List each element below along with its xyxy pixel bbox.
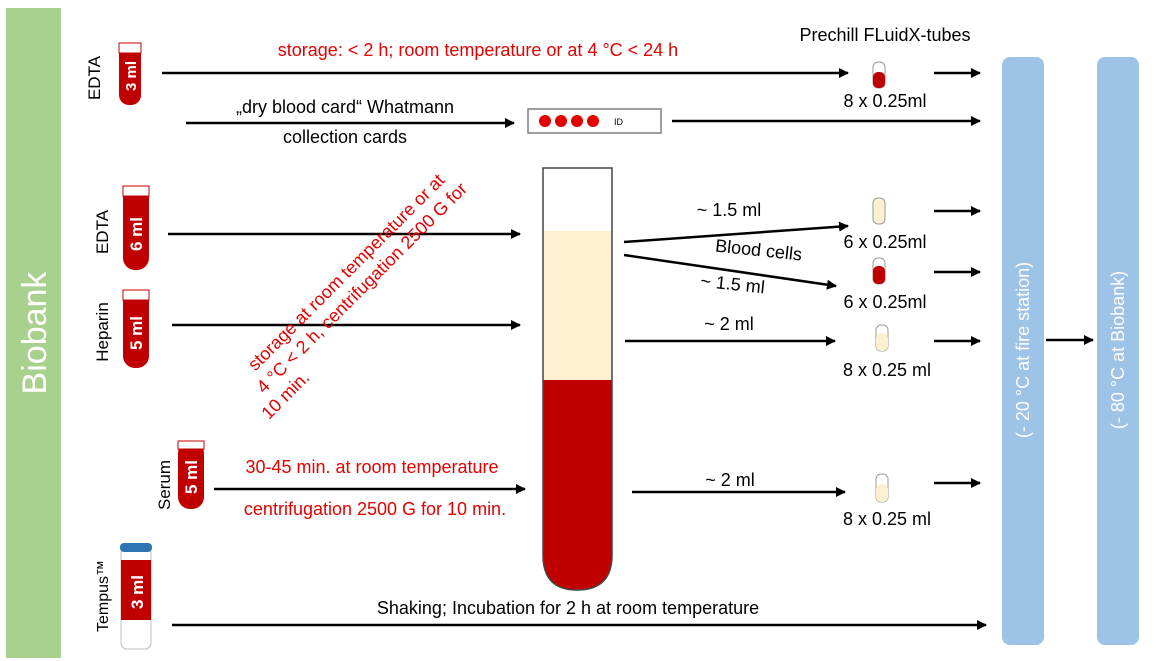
tube-serum-5ml: 5 ml (177, 440, 205, 509)
heparin-volume: ~ 2 ml (704, 314, 754, 334)
arrow-cells-out (623, 253, 837, 290)
freezer-biobank (1097, 57, 1139, 645)
serum-line2: centrifugation 2500 G for 10 min. (244, 499, 506, 519)
aliquot-tube-plasma (872, 197, 886, 225)
sidebar-bar (6, 8, 61, 658)
tube-edta-3ml-label: EDTA (85, 55, 104, 100)
diagonal-line1: storage at room temperature or at (244, 170, 448, 374)
tube-edta-3ml: 3 ml (118, 42, 142, 105)
plasma-volume: ~ 1.5 ml (697, 200, 762, 220)
cells-label: Blood cells (714, 236, 803, 265)
tube-tempus-volume: 3 ml (128, 575, 147, 609)
tube-tempus-label: Tempus™ (95, 560, 112, 632)
dry-card-line1: „dry blood card“ Whatmann (236, 97, 454, 117)
tube-tempus-3ml: 3 ml (120, 543, 152, 650)
plasma-count: 6 x 0.25ml (843, 232, 926, 252)
tube-serum-volume: 5 ml (182, 460, 201, 494)
centrifuged-tube (542, 167, 613, 591)
heparin-count: 8 x 0.25 ml (843, 360, 931, 380)
tube-heparin-5ml-volume: 5 ml (127, 316, 146, 350)
aliquot-tube-heparin (875, 324, 889, 352)
aliquot-top-count: 8 x 0.25ml (843, 91, 926, 111)
aliquot-tube-top (872, 61, 886, 89)
arrow-plasma-out (623, 221, 849, 244)
serum-line1: 30-45 min. at room temperature (245, 457, 498, 477)
freezer-biobank-label: (- 80 °C at Biobank) (1108, 271, 1128, 429)
tube-heparin-5ml: 5 ml (122, 289, 150, 368)
aliquot-tube-serum (875, 473, 889, 503)
aliquot-tube-cells (872, 257, 886, 285)
serum-count: 8 x 0.25 ml (843, 509, 931, 529)
tube-edta-6ml-volume: 6 ml (127, 217, 146, 251)
tube-edta-3ml-volume: 3 ml (123, 61, 140, 91)
dry-card-id: ID (614, 117, 624, 127)
dry-blood-card: ID (527, 108, 662, 134)
tempus-note: Shaking; Incubation for 2 h at room temp… (377, 598, 759, 618)
freezer-fire-station-label: (- 20 °C at fire station) (1013, 262, 1033, 438)
cells-count: 6 x 0.25ml (843, 292, 926, 312)
diagonal-line2: 4 °C < 2 h, centrifugation 2500 G for (253, 179, 471, 397)
tube-edta-6ml-label: EDTA (93, 209, 112, 254)
tube-serum-label: Serum (155, 460, 174, 510)
freezer-fire-station (1002, 57, 1044, 645)
serum-volume: ~ 2 ml (705, 470, 755, 490)
dry-card-line2: collection cards (283, 127, 407, 147)
storage-top-note: storage: < 2 h; room temperature or at 4… (278, 40, 678, 60)
sidebar-label: Biobank (16, 271, 54, 395)
prechill-label: Prechill FLuidX-tubes (799, 25, 970, 45)
diagonal-storage-note: storage at room temperature or at 4 °C <… (244, 170, 471, 423)
tube-heparin-label: Heparin (93, 302, 112, 362)
tube-edta-6ml: 6 ml (122, 185, 150, 270)
